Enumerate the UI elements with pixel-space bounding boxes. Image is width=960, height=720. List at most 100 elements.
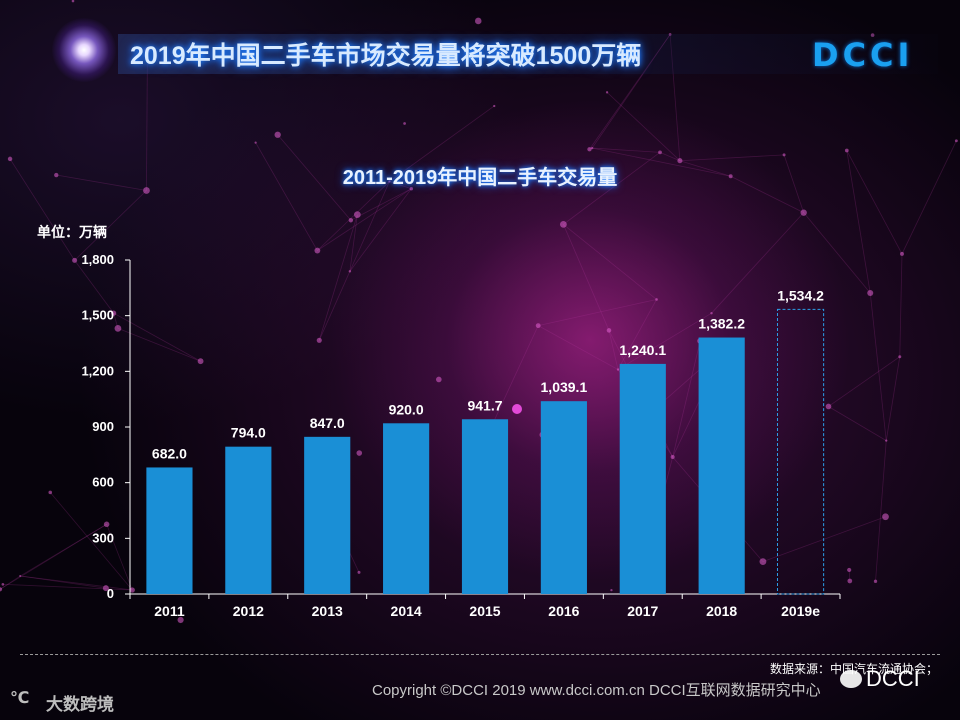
y-tick-label: 0 — [107, 586, 114, 601]
network-line — [0, 523, 107, 590]
bar — [540, 401, 587, 594]
bar — [619, 363, 666, 594]
network-node — [316, 337, 322, 343]
network-node — [0, 587, 3, 592]
network-line — [350, 188, 412, 221]
network-line — [828, 356, 901, 407]
network-node — [197, 358, 204, 365]
network-line — [389, 181, 412, 190]
y-tick-label: 300 — [92, 530, 114, 545]
network-line — [608, 330, 619, 370]
network-line — [846, 150, 871, 294]
network-node — [493, 104, 496, 108]
network-node — [559, 220, 567, 228]
copyright-text: Copyright ©DCCI 2019 www.dcci.com.cn DCC… — [372, 682, 821, 699]
bar — [304, 436, 351, 594]
network-line — [730, 175, 804, 213]
y-tick-label: 900 — [92, 419, 114, 434]
network-line — [617, 299, 657, 370]
title-banner — [118, 34, 938, 74]
network-node — [348, 218, 354, 223]
network-line — [2, 583, 133, 591]
x-tick-label: 2017 — [627, 603, 658, 619]
network-node — [54, 172, 59, 178]
y-tick-label: 1,800 — [81, 252, 114, 267]
network-node — [71, 0, 75, 3]
network-node — [348, 270, 352, 273]
network-line — [672, 340, 701, 458]
footer-divider — [20, 654, 940, 655]
x-tick-label: 2012 — [233, 603, 264, 619]
x-tick-label: 2011 — [154, 603, 185, 619]
network-node — [19, 575, 22, 578]
network-node — [254, 141, 257, 144]
network-node — [111, 310, 117, 316]
network-line — [255, 142, 318, 251]
network-line — [592, 147, 731, 177]
network-node — [882, 513, 889, 521]
network-line — [899, 253, 903, 357]
network-line — [74, 190, 147, 261]
network-line — [9, 158, 75, 261]
network-node — [102, 585, 109, 592]
network-line — [349, 188, 412, 272]
network-node — [605, 91, 609, 94]
watermark-dcci: DCCI — [866, 666, 920, 691]
network-node — [885, 439, 888, 442]
watermark-text: 大数跨境 — [46, 695, 114, 714]
bar-value-label: 920.0 — [389, 401, 424, 417]
network-line — [317, 188, 412, 251]
network-node — [759, 558, 767, 566]
x-tick-label: 2018 — [706, 603, 737, 619]
network-node — [357, 570, 361, 574]
network-node — [436, 376, 442, 383]
bar-value-label: 847.0 — [310, 415, 345, 431]
y-tick-label: 600 — [92, 475, 114, 490]
network-node — [670, 455, 675, 460]
data-source: 数据来源：中国汽车流通协会； — [769, 662, 938, 676]
network-line — [56, 174, 147, 191]
network-line — [317, 181, 390, 251]
network-line — [117, 327, 201, 362]
network-node — [847, 578, 853, 584]
network-node — [825, 403, 832, 410]
x-tick-label: 2014 — [391, 603, 422, 619]
glow-star-decoration — [52, 18, 116, 82]
network-node — [474, 17, 482, 25]
bar — [383, 423, 430, 594]
network-line — [592, 147, 661, 153]
network-node — [409, 187, 414, 191]
slide-title: 2019年中国二手车市场交易量将突破1500万辆 — [130, 42, 642, 70]
network-node — [610, 589, 613, 592]
network-line — [679, 160, 731, 177]
network-line — [875, 440, 887, 582]
network-node — [728, 174, 733, 179]
network-line — [563, 224, 657, 300]
network-node — [587, 147, 592, 152]
network-line — [617, 312, 712, 370]
network-node — [274, 131, 281, 138]
wechat-icon — [840, 670, 862, 688]
network-line — [106, 524, 133, 591]
network-node — [388, 180, 391, 183]
network-line — [49, 492, 133, 591]
bar — [698, 337, 745, 594]
network-node — [72, 257, 78, 263]
network-node — [103, 521, 110, 528]
network-node — [900, 251, 904, 256]
network-line — [885, 356, 901, 441]
x-tick-label: 2015 — [469, 603, 500, 619]
network-node — [677, 158, 683, 164]
network-line — [0, 575, 21, 590]
bar-value-label: 1,039.1 — [541, 379, 588, 395]
network-line — [869, 292, 887, 441]
network-node-highlight — [512, 404, 522, 414]
network-node — [177, 616, 184, 624]
network-line — [563, 152, 661, 225]
network-node — [782, 153, 786, 157]
network-node — [616, 368, 620, 371]
network-node — [954, 139, 958, 143]
watermark-logo-icon: ℃ — [10, 690, 30, 707]
bar — [461, 419, 509, 594]
